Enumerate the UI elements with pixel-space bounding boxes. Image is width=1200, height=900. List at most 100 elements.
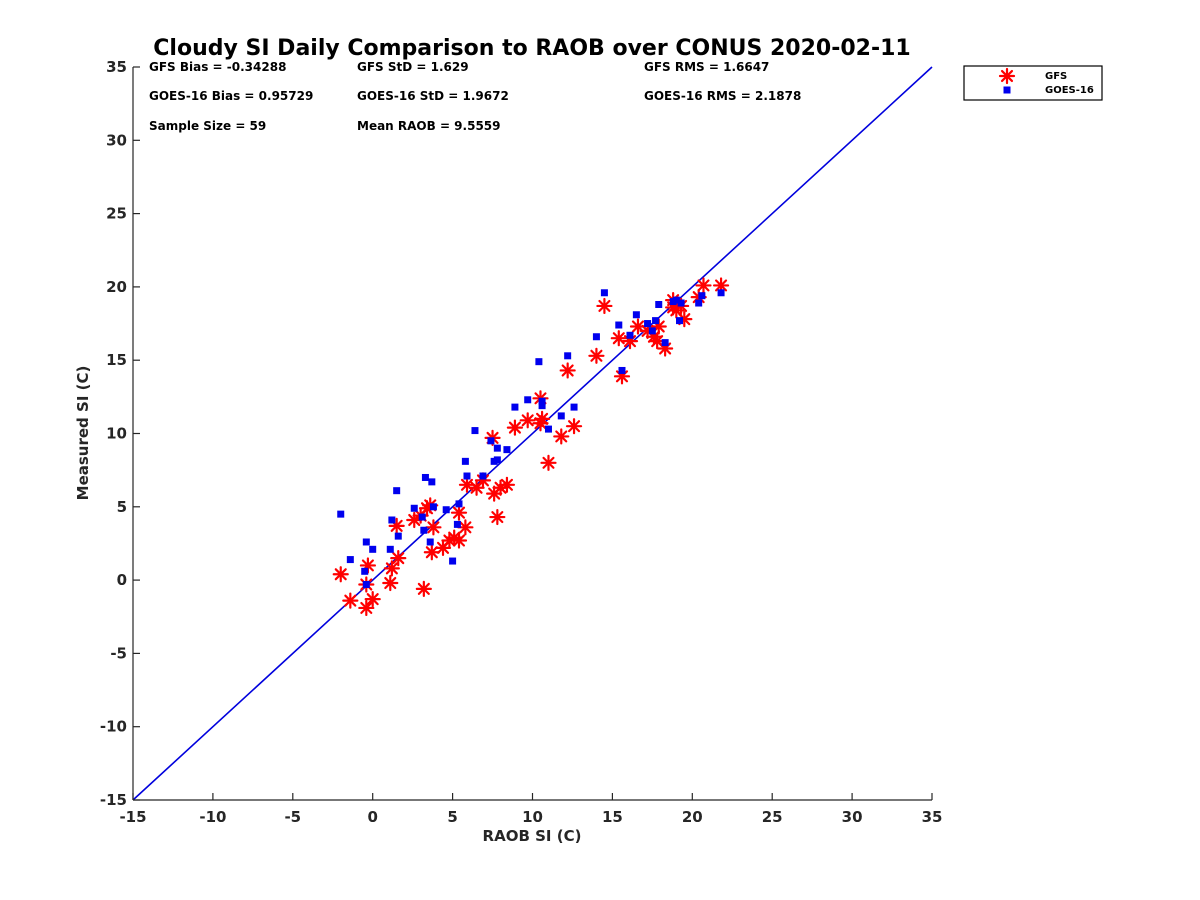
gfs-rms-text: GFS RMS = 1.6647 (644, 60, 769, 74)
goes-16-point (618, 366, 626, 374)
y-tick-label: 35 (106, 58, 127, 76)
gfs-point (364, 591, 381, 608)
x-axis-ticks: -15 -10 -5 0 5 10 15 20 25 30 35 (119, 793, 942, 826)
gfs-point (565, 418, 583, 435)
goes-16-point (386, 545, 394, 553)
goes-16-point (592, 333, 600, 341)
y-tick-label: 15 (106, 351, 127, 369)
goes-16-point (461, 457, 469, 465)
gfs-point (553, 428, 570, 445)
gfs-point (457, 519, 474, 536)
gfs-point (588, 347, 605, 364)
y-tick-label: 25 (106, 205, 127, 223)
goes-16-point (393, 487, 401, 495)
legend-goes-marker (1003, 86, 1011, 94)
gfs-point (533, 410, 551, 427)
gfs-point (450, 532, 468, 549)
gfs-point (383, 560, 400, 577)
goes-16-point (661, 339, 669, 347)
goes-16-point (463, 472, 471, 480)
goes-16-point (648, 327, 656, 335)
y-tick-label: 10 (106, 425, 127, 443)
gfs-std-text: GFS StD = 1.629 (357, 60, 469, 74)
goes-16-point (695, 299, 703, 307)
goes-16-point (644, 320, 652, 328)
series-goes-16 (337, 289, 725, 588)
goes-16-point (544, 425, 552, 433)
gfs-point (506, 419, 524, 436)
y-tick-label: 5 (117, 498, 127, 516)
goes-16-point (672, 296, 680, 304)
goes-16-point (615, 321, 623, 329)
goes-16-point (394, 532, 402, 540)
sample-size-text: Sample Size = 59 (149, 119, 266, 133)
gfs-point (468, 479, 485, 496)
goes-16-point (538, 402, 546, 410)
y-tick-label: 20 (106, 278, 127, 296)
y-axis-title: Measured SI (C) (74, 366, 92, 501)
goes-16-point (677, 299, 685, 307)
gfs-point (450, 504, 468, 521)
legend-gfs-asterisk (998, 67, 1016, 85)
gfs-point (390, 550, 407, 567)
y-tick-label: -10 (100, 718, 127, 736)
goes-16-point (442, 506, 450, 514)
legend-gfs-label: GFS (1045, 71, 1067, 82)
goes-16-point (538, 397, 546, 405)
gfs-point (332, 566, 349, 583)
goes-16-point (655, 300, 663, 308)
goes-16-point (471, 427, 479, 435)
goes-16-point (449, 557, 457, 565)
gfs-point (596, 297, 613, 315)
goes-16-point (426, 538, 434, 546)
goes-16-point (428, 478, 436, 486)
goes-16-point (418, 513, 426, 521)
one-to-one-reference-line (132, 66, 933, 801)
gfs-point (415, 580, 432, 597)
goes-16-point (676, 317, 684, 325)
goes-16-point (479, 472, 487, 480)
goes-16-point (652, 317, 660, 325)
gfs-point (540, 454, 557, 471)
y-axis-ticks: -15 -10 -5 0 5 10 15 20 25 30 35 (100, 58, 140, 809)
x-tick-label: -10 (199, 808, 226, 826)
x-tick-label: 10 (522, 808, 543, 826)
goes-16-point (493, 444, 501, 452)
x-tick-label: 5 (447, 808, 457, 826)
x-tick-label: -5 (284, 808, 301, 826)
goes-16-point (564, 352, 572, 360)
goes-16-point (698, 292, 706, 300)
gfs-point (382, 574, 399, 592)
goes-16-point (361, 567, 369, 575)
gfs-bias-text: GFS Bias = -0.34288 (149, 60, 286, 74)
gfs-point (423, 544, 440, 561)
goes-16-point (362, 580, 370, 588)
goes-16-point (369, 545, 377, 553)
goes-16-point (421, 473, 429, 481)
goes-16-point (503, 446, 511, 454)
goes-16-point (410, 504, 418, 512)
gfs-point (610, 330, 627, 347)
goes-16-point (600, 289, 608, 297)
x-tick-label: 15 (602, 808, 623, 826)
goes-16-point (632, 311, 640, 319)
gfs-point (458, 476, 476, 493)
gfs-point (441, 532, 458, 549)
goes-16-point (557, 412, 565, 420)
goes-16-point (717, 289, 725, 297)
gfs-point (559, 362, 576, 379)
goes-16-point (420, 526, 428, 534)
goes-16-point (487, 437, 495, 445)
legend-gfs-marker (998, 67, 1016, 85)
goes-16-point (455, 500, 463, 508)
gfs-point (695, 277, 712, 294)
y-tick-label: -15 (100, 791, 127, 809)
gfs-point (358, 599, 375, 617)
goes-16-point (570, 403, 578, 411)
goes-bias-text: GOES-16 Bias = 0.95729 (149, 89, 313, 103)
x-tick-label: 20 (682, 808, 703, 826)
goes-16-point (626, 331, 634, 339)
goes-16-point (535, 358, 543, 366)
gfs-point (425, 519, 442, 536)
legend-box (963, 65, 1103, 101)
